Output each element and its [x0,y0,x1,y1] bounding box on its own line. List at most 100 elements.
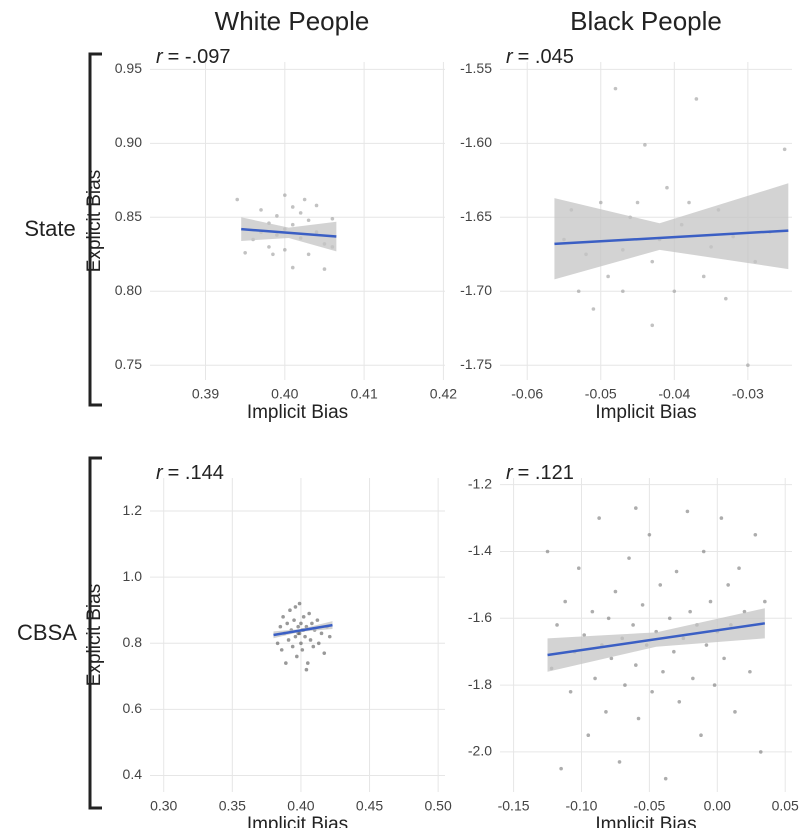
x-tick-label: -0.05 [585,386,617,402]
point [617,760,622,764]
point [311,644,316,649]
annotation-symbol: r [506,462,514,484]
point [306,218,311,223]
point [576,289,581,294]
point [691,676,695,681]
point [330,216,335,221]
point [627,556,631,560]
point [314,203,319,208]
point [672,289,677,294]
point [235,197,240,202]
point [635,200,640,205]
x-tick-label: 0.35 [219,798,246,814]
point [293,634,298,639]
point [279,648,284,652]
y-tick-label: 0.95 [115,60,142,76]
annotation: r = -.097 [156,46,231,68]
point [658,583,663,587]
annotation: r = .144 [156,462,224,484]
confidence-band [241,217,337,252]
column-title: Black People [570,6,722,36]
point [685,509,690,514]
point [295,654,299,659]
point [613,589,618,594]
y-tick-label: -1.55 [460,60,492,76]
point [283,193,287,197]
point [674,569,679,574]
y-tick-label: 0.4 [123,766,143,782]
column-title: White People [215,6,370,36]
point [290,644,295,649]
point [650,323,655,328]
y-tick-label: -1.6 [468,609,492,625]
point [582,633,587,637]
point [763,599,767,604]
point [665,185,669,190]
fit-line [554,229,789,246]
y-tick-label: -1.8 [468,676,492,692]
fit-line [273,623,333,637]
fit-line [547,622,766,657]
point [586,733,591,738]
point [285,621,290,626]
point [288,608,292,613]
point [598,200,603,205]
point [687,200,691,205]
point [640,603,645,607]
point [634,663,638,667]
point [293,605,298,609]
point [726,583,730,587]
y-tick-label: 0.85 [115,208,142,224]
x-axis-label: Implicit Bias [595,814,696,828]
y-tick-label: -1.4 [468,542,492,558]
point [292,618,296,622]
point [712,683,717,687]
y-tick-label: 0.80 [115,282,142,298]
y-tick-label: 0.6 [123,700,143,716]
point [688,609,692,614]
y-tick-label: 1.0 [123,568,143,584]
point [722,656,726,661]
point [283,248,287,252]
y-axis-label: Explicit Bias [84,584,105,686]
point [319,631,324,636]
x-axis-label: Implicit Bias [595,402,696,423]
x-tick-label: 0.30 [150,798,177,814]
point [663,776,668,781]
point [701,549,706,554]
point [667,616,672,621]
point [303,634,307,639]
x-tick-label: 0.41 [350,386,377,402]
point [606,274,610,279]
point [267,245,271,249]
point [243,251,247,255]
point [708,599,713,604]
point [647,532,652,537]
x-tick-label: 0.42 [430,386,457,402]
point [609,656,614,661]
point [286,638,291,642]
y-tick-label: 0.8 [123,634,143,650]
point [555,623,559,627]
point [300,648,305,652]
point [304,667,309,672]
point [310,621,314,626]
point [677,700,682,704]
annotation: r = .121 [506,462,574,484]
x-tick-label: 0.05 [772,798,799,814]
confidence-band [554,183,789,280]
point [748,669,752,674]
point [299,621,303,626]
point [322,651,327,655]
point [302,197,307,202]
bracket [88,456,102,810]
point [307,611,311,616]
point [593,676,597,681]
row-label: State [24,216,75,241]
point [290,265,295,270]
x-tick-label: -0.04 [658,386,690,402]
point [623,683,627,687]
point [327,634,332,639]
x-tick-label: -0.10 [566,798,598,814]
point [590,609,595,614]
